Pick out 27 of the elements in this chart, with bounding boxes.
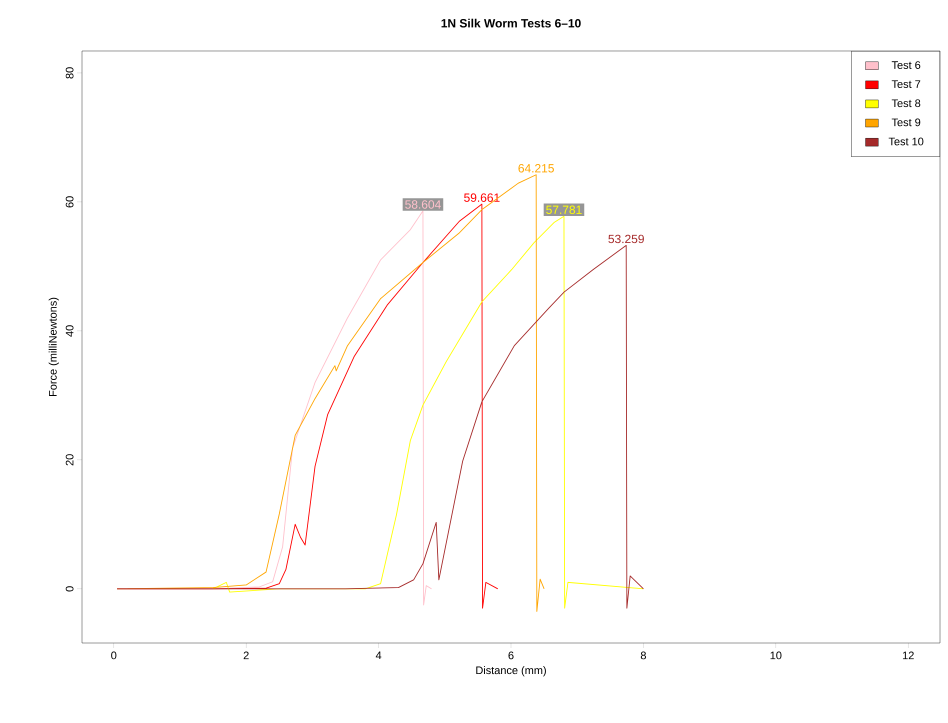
data-label: 59.661 bbox=[464, 193, 500, 202]
data-label: 57.781 bbox=[546, 206, 582, 214]
line-series bbox=[116, 244, 644, 609]
x-tick-label: 2 bbox=[244, 652, 249, 660]
legend-label: Test 10 bbox=[888, 138, 924, 146]
x-axis-title: Distance (mm) bbox=[476, 666, 546, 676]
x-tick-label: 6 bbox=[508, 652, 514, 660]
data-label: 58.604 bbox=[405, 200, 441, 209]
legend-label: Test 8 bbox=[892, 99, 920, 108]
y-tick-label: 80 bbox=[66, 67, 74, 79]
chart-title: 1N Silk Worm Tests 6–10 bbox=[442, 18, 581, 28]
legend-label: Test 6 bbox=[892, 61, 920, 69]
legend-label: Test 9 bbox=[892, 118, 920, 126]
y-tick-label: 20 bbox=[66, 454, 74, 466]
data-label: 53.259 bbox=[608, 234, 644, 244]
x-tick-label: 8 bbox=[640, 652, 646, 660]
x-tick-label: 4 bbox=[376, 652, 382, 660]
y-tick-label: 40 bbox=[66, 325, 74, 337]
x-tick-label: 10 bbox=[770, 652, 782, 660]
line-series bbox=[212, 216, 644, 609]
y-tick-label: 0 bbox=[66, 586, 74, 592]
x-tick-label: 12 bbox=[902, 652, 914, 660]
data-label: 64.215 bbox=[518, 164, 554, 173]
y-tick-label: 60 bbox=[66, 196, 74, 208]
legend-label: Test 7 bbox=[892, 80, 920, 88]
x-tick-label: 0 bbox=[111, 652, 116, 660]
y-axis-title: Force (milliNewtons) bbox=[48, 298, 59, 396]
